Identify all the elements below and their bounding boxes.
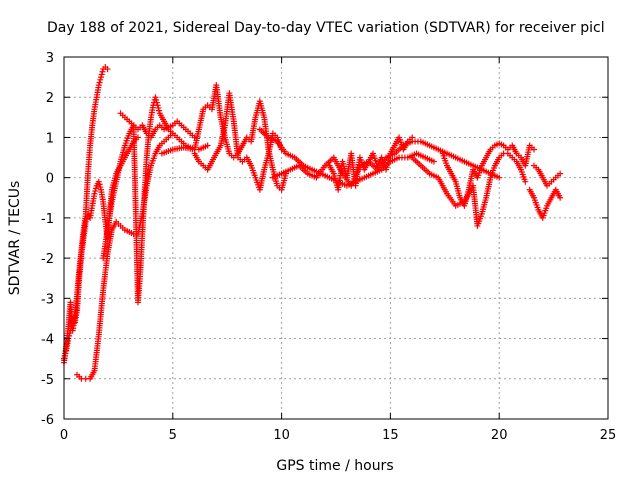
track-marker bbox=[156, 107, 163, 114]
data-points bbox=[61, 64, 564, 382]
track-marker bbox=[96, 79, 103, 86]
series-arc-10 bbox=[326, 134, 416, 193]
track-marker bbox=[96, 181, 103, 188]
data-point bbox=[557, 194, 564, 201]
data-point bbox=[522, 178, 529, 185]
series-arc-12 bbox=[439, 140, 538, 209]
y-tick-label: 2 bbox=[46, 91, 54, 106]
x-tick-labels: 0 5 10 15 20 25 bbox=[60, 428, 616, 443]
data-point bbox=[557, 170, 564, 177]
data-point bbox=[204, 142, 211, 149]
track-marker bbox=[92, 188, 99, 195]
data-point bbox=[82, 218, 89, 225]
x-tick-label: 20 bbox=[491, 428, 508, 443]
plot-frame bbox=[63, 56, 609, 420]
track-marker bbox=[83, 216, 90, 223]
data-point bbox=[430, 158, 437, 165]
y-tick-label: -4 bbox=[41, 333, 54, 348]
track-marker bbox=[98, 71, 105, 78]
x-tick-label: 25 bbox=[600, 428, 617, 443]
y-tick-label: -5 bbox=[41, 373, 54, 388]
data-point bbox=[152, 94, 159, 101]
series-arc-14 bbox=[531, 162, 564, 189]
y-tick-label: 3 bbox=[46, 51, 54, 66]
track-marker bbox=[153, 96, 160, 103]
y-tick-label: -3 bbox=[41, 292, 54, 307]
track-marker bbox=[92, 185, 99, 192]
track-marker bbox=[97, 76, 104, 83]
y-tick-label: 1 bbox=[46, 131, 54, 146]
track-marker bbox=[99, 68, 106, 75]
y-tick-labels: -6 -5 -4 -3 -2 -1 0 1 2 3 bbox=[41, 51, 54, 428]
data-point bbox=[496, 174, 503, 181]
track-marker bbox=[62, 350, 69, 357]
x-tick-label: 0 bbox=[60, 428, 68, 443]
x-tick-label: 15 bbox=[382, 428, 399, 443]
x-tick-label: 10 bbox=[273, 428, 290, 443]
y-axis-label: SDTVAR / TECUs bbox=[7, 181, 23, 296]
data-point bbox=[91, 190, 98, 197]
track-marker bbox=[153, 99, 160, 106]
y-tick-label: -6 bbox=[41, 413, 54, 428]
series-arc-7 bbox=[191, 90, 285, 193]
x-axis-label: GPS time / hours bbox=[276, 458, 393, 474]
y-tick-label: 0 bbox=[46, 172, 54, 187]
track-marker bbox=[97, 184, 104, 191]
x-tick-label: 5 bbox=[169, 428, 177, 443]
data-point bbox=[104, 66, 111, 73]
data-point bbox=[95, 178, 102, 185]
data-point bbox=[97, 74, 104, 81]
data-point bbox=[409, 134, 416, 141]
data-point bbox=[134, 134, 141, 141]
y-tick-label: -2 bbox=[41, 252, 54, 267]
track-marker bbox=[61, 352, 68, 359]
track-marker bbox=[155, 104, 162, 111]
series-arc-13 bbox=[526, 186, 564, 221]
data-point bbox=[154, 102, 161, 109]
data-point bbox=[531, 146, 538, 153]
track-marker bbox=[66, 332, 73, 339]
track-marker bbox=[66, 330, 73, 337]
y-tick-label: -1 bbox=[41, 212, 54, 227]
chart-title: Day 188 of 2021, Sidereal Day-to-day VTE… bbox=[47, 20, 605, 36]
series-arc-5 bbox=[117, 94, 211, 306]
axis-ticks bbox=[63, 56, 609, 420]
data-point bbox=[95, 82, 102, 89]
